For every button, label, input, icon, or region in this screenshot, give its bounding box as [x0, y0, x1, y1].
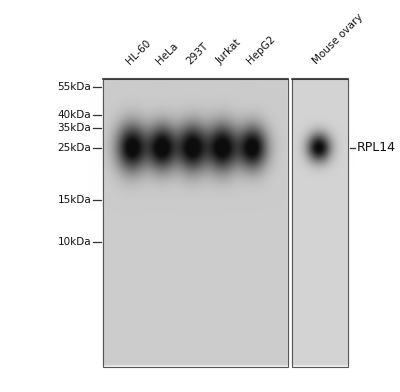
Text: 15kDa: 15kDa	[58, 195, 91, 205]
Text: HeLa: HeLa	[154, 40, 180, 66]
Text: 40kDa: 40kDa	[58, 110, 91, 120]
Text: HL-60: HL-60	[124, 38, 152, 66]
Text: 293T: 293T	[184, 40, 210, 66]
Text: Mouse ovary: Mouse ovary	[311, 12, 365, 66]
Text: 55kDa: 55kDa	[58, 82, 91, 92]
Text: 10kDa: 10kDa	[58, 237, 91, 247]
Text: 25kDa: 25kDa	[58, 143, 91, 153]
Text: 35kDa: 35kDa	[58, 123, 91, 133]
Text: HepG2: HepG2	[245, 34, 277, 66]
Text: RPL14: RPL14	[356, 142, 395, 154]
Text: Jurkat: Jurkat	[214, 38, 243, 66]
